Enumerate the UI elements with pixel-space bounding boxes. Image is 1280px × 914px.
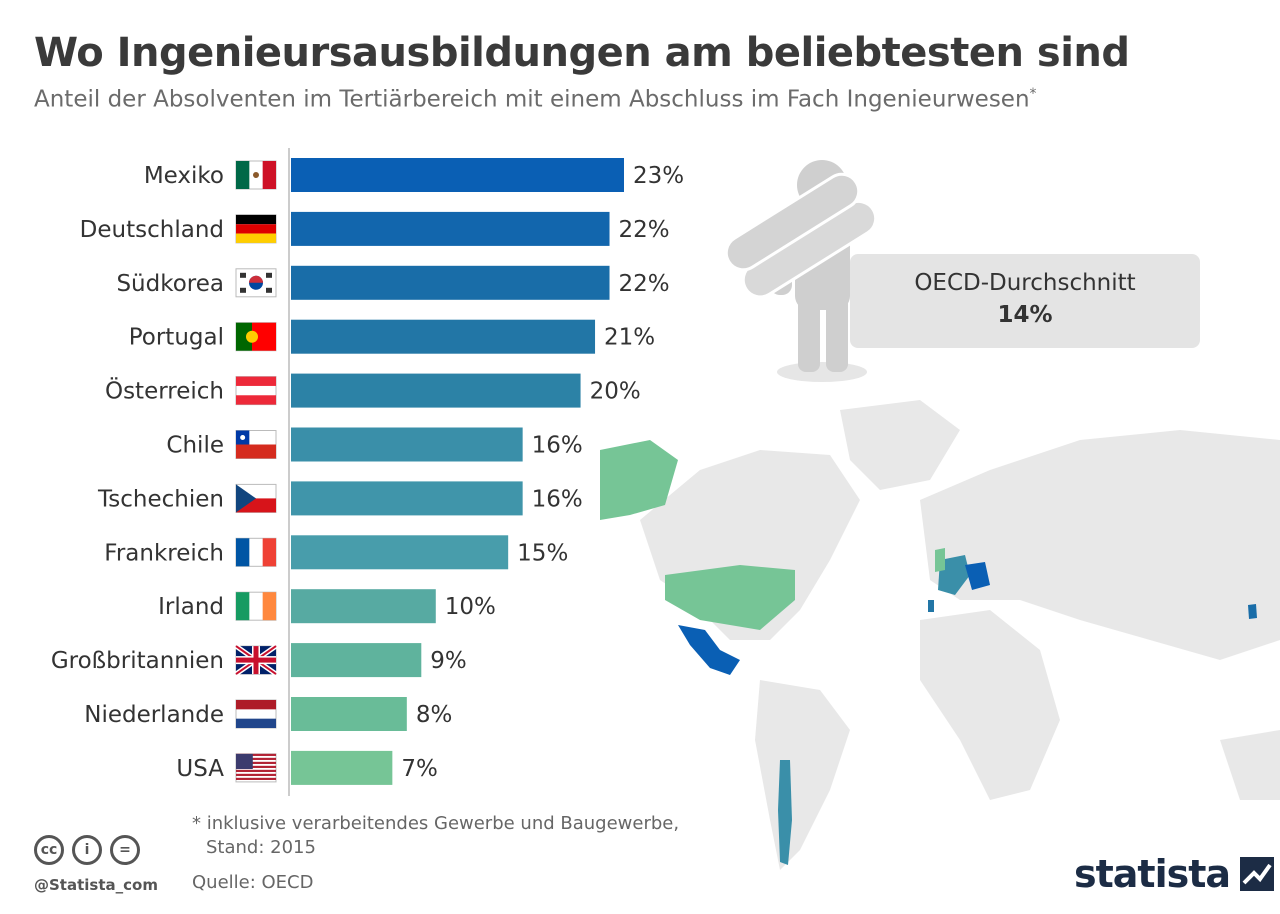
subtitle-footnote-marker: *	[1029, 86, 1037, 102]
data-label: 22%	[619, 217, 670, 243]
page-subtitle: Anteil der Absolventen im Tertiärbereich…	[34, 86, 1037, 113]
category-label: Mexiko	[144, 163, 224, 189]
data-label: 9%	[430, 648, 467, 674]
data-label: 16%	[532, 486, 583, 512]
statista-handle: @Statista_com	[34, 876, 158, 894]
map-africa	[920, 610, 1060, 800]
nd-icon: =	[110, 835, 140, 865]
map-europe-asia	[920, 430, 1280, 660]
category-label: Irland	[158, 594, 224, 620]
bar	[291, 481, 523, 516]
map-south-korea	[1248, 604, 1257, 619]
flag-france-icon	[235, 537, 277, 567]
statista-logo: statista	[1074, 852, 1275, 896]
category-label: Portugal	[129, 325, 224, 351]
data-label: 16%	[532, 433, 583, 459]
map-chile	[778, 760, 792, 865]
footnote: * inklusive verarbeitendes Gewerbe und B…	[192, 812, 752, 860]
statista-logo-icon	[1240, 857, 1275, 891]
data-label: 21%	[604, 325, 655, 351]
flag-ireland-icon	[235, 591, 277, 621]
category-label: Großbritannien	[51, 648, 224, 674]
flag-portugal-icon	[235, 322, 277, 352]
map-west-europe	[938, 555, 970, 595]
engineer-figure-icon	[724, 160, 878, 382]
map-alaska	[600, 440, 678, 520]
bar	[291, 211, 610, 246]
map-mexico	[678, 625, 740, 675]
bar	[291, 158, 624, 192]
map-usa	[665, 565, 795, 630]
flag-uk-icon	[234, 644, 278, 677]
map-uk	[935, 548, 945, 572]
oecd-average-label: OECD-Durchschnitt	[914, 270, 1136, 296]
data-label: 10%	[445, 594, 496, 620]
flag-czechia-icon	[235, 483, 277, 513]
bar	[291, 750, 393, 785]
category-label: Tschechien	[97, 486, 224, 512]
flag-chile-icon	[235, 430, 277, 459]
map-south-america	[755, 680, 850, 870]
footnote-line-1: * inklusive verarbeitendes Gewerbe und B…	[192, 813, 680, 834]
category-label: Chile	[166, 433, 224, 459]
bar	[291, 589, 436, 624]
category-label: Südkorea	[116, 271, 224, 297]
world-map	[600, 400, 1280, 870]
bar	[291, 697, 407, 731]
flag-germany-icon	[235, 214, 277, 244]
category-label: Frankreich	[104, 540, 224, 566]
map-australia	[1220, 730, 1280, 800]
map-greenland	[840, 400, 960, 490]
map-germany	[965, 562, 990, 590]
flag-south-korea-icon	[235, 268, 277, 298]
flag-austria-icon	[235, 376, 277, 406]
cc-icon: cc	[34, 835, 64, 865]
bar	[291, 265, 610, 300]
data-label: 23%	[633, 163, 684, 189]
category-label: Niederlande	[84, 702, 224, 728]
oecd-average-value: 14%	[997, 302, 1053, 328]
footnote-line-2: Stand: 2015	[206, 837, 316, 858]
category-label: USA	[176, 756, 224, 782]
bar	[291, 643, 422, 678]
license-icons: cc i =	[34, 835, 140, 865]
data-label: 7%	[401, 756, 438, 782]
data-label: 22%	[619, 271, 670, 297]
bar	[291, 319, 596, 354]
bar	[291, 535, 509, 570]
category-label: Deutschland	[80, 217, 224, 243]
data-label: 20%	[590, 379, 641, 405]
category-label: Österreich	[105, 377, 224, 405]
flag-netherlands-icon	[235, 699, 277, 729]
bar	[291, 427, 523, 462]
flag-usa-icon	[235, 753, 277, 783]
data-label: 8%	[416, 702, 453, 728]
data-label: 15%	[517, 540, 568, 566]
bar	[291, 373, 581, 408]
flag-mexico-icon	[235, 160, 277, 190]
source-note: Quelle: OECD	[192, 872, 314, 893]
statista-wordmark: statista	[1074, 852, 1231, 896]
oecd-average-box: OECD-Durchschnitt 14%	[850, 254, 1200, 348]
by-icon: i	[72, 835, 102, 865]
map-portugal	[928, 600, 934, 612]
subtitle-text: Anteil der Absolventen im Tertiärbereich…	[34, 86, 1030, 113]
page-title: Wo Ingenieursausbildungen am beliebteste…	[34, 30, 1130, 76]
